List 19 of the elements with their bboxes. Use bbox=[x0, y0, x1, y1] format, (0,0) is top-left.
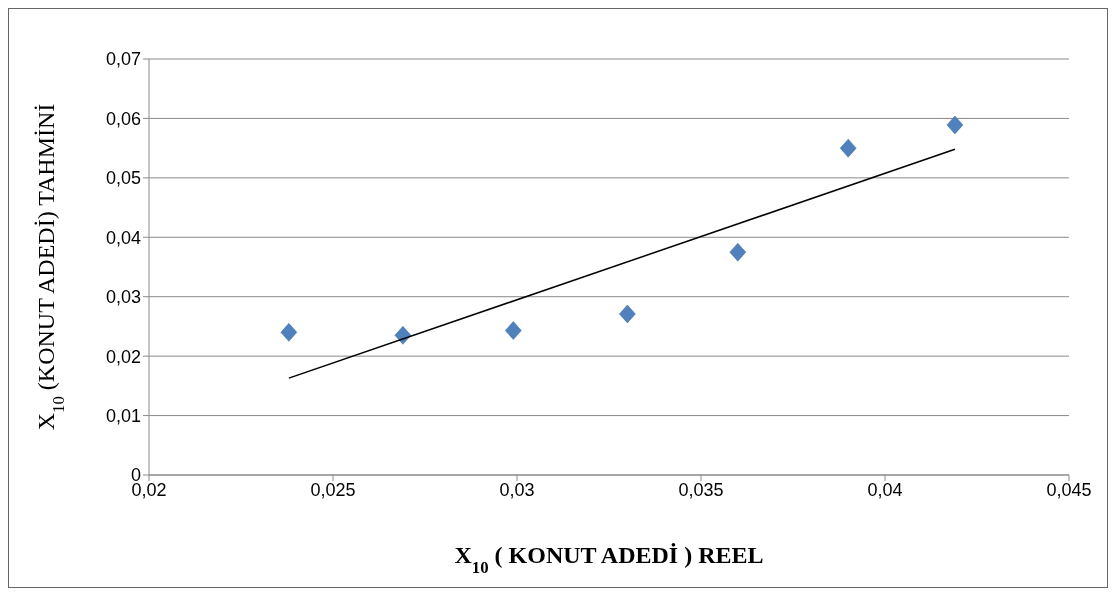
point bbox=[729, 242, 747, 262]
point bbox=[839, 138, 857, 158]
y-tick-label: 0,06 bbox=[105, 108, 141, 129]
x-tick-label: 0,035 bbox=[678, 479, 724, 500]
x-tick-label: 0,025 bbox=[310, 479, 356, 500]
y-tick-label: 0,05 bbox=[105, 168, 141, 189]
point bbox=[619, 304, 636, 324]
x-tick-label: 0,045 bbox=[1046, 479, 1092, 500]
x-tick-label: 0,03 bbox=[499, 479, 535, 500]
y-tick-label: 0,03 bbox=[105, 287, 141, 308]
y-tick-label: 0,04 bbox=[105, 227, 141, 248]
x-axis-title: X$_{10}$ ( KONUT ADEDİ ) REEL bbox=[454, 542, 764, 577]
y-tick-label: 0,02 bbox=[105, 346, 141, 367]
point bbox=[946, 115, 964, 135]
point bbox=[280, 323, 298, 342]
y-tick-label: 0,01 bbox=[105, 405, 141, 426]
y-tick-label: 0,07 bbox=[105, 49, 141, 70]
x-tick-label: 0,04 bbox=[867, 479, 903, 500]
point bbox=[505, 321, 522, 340]
